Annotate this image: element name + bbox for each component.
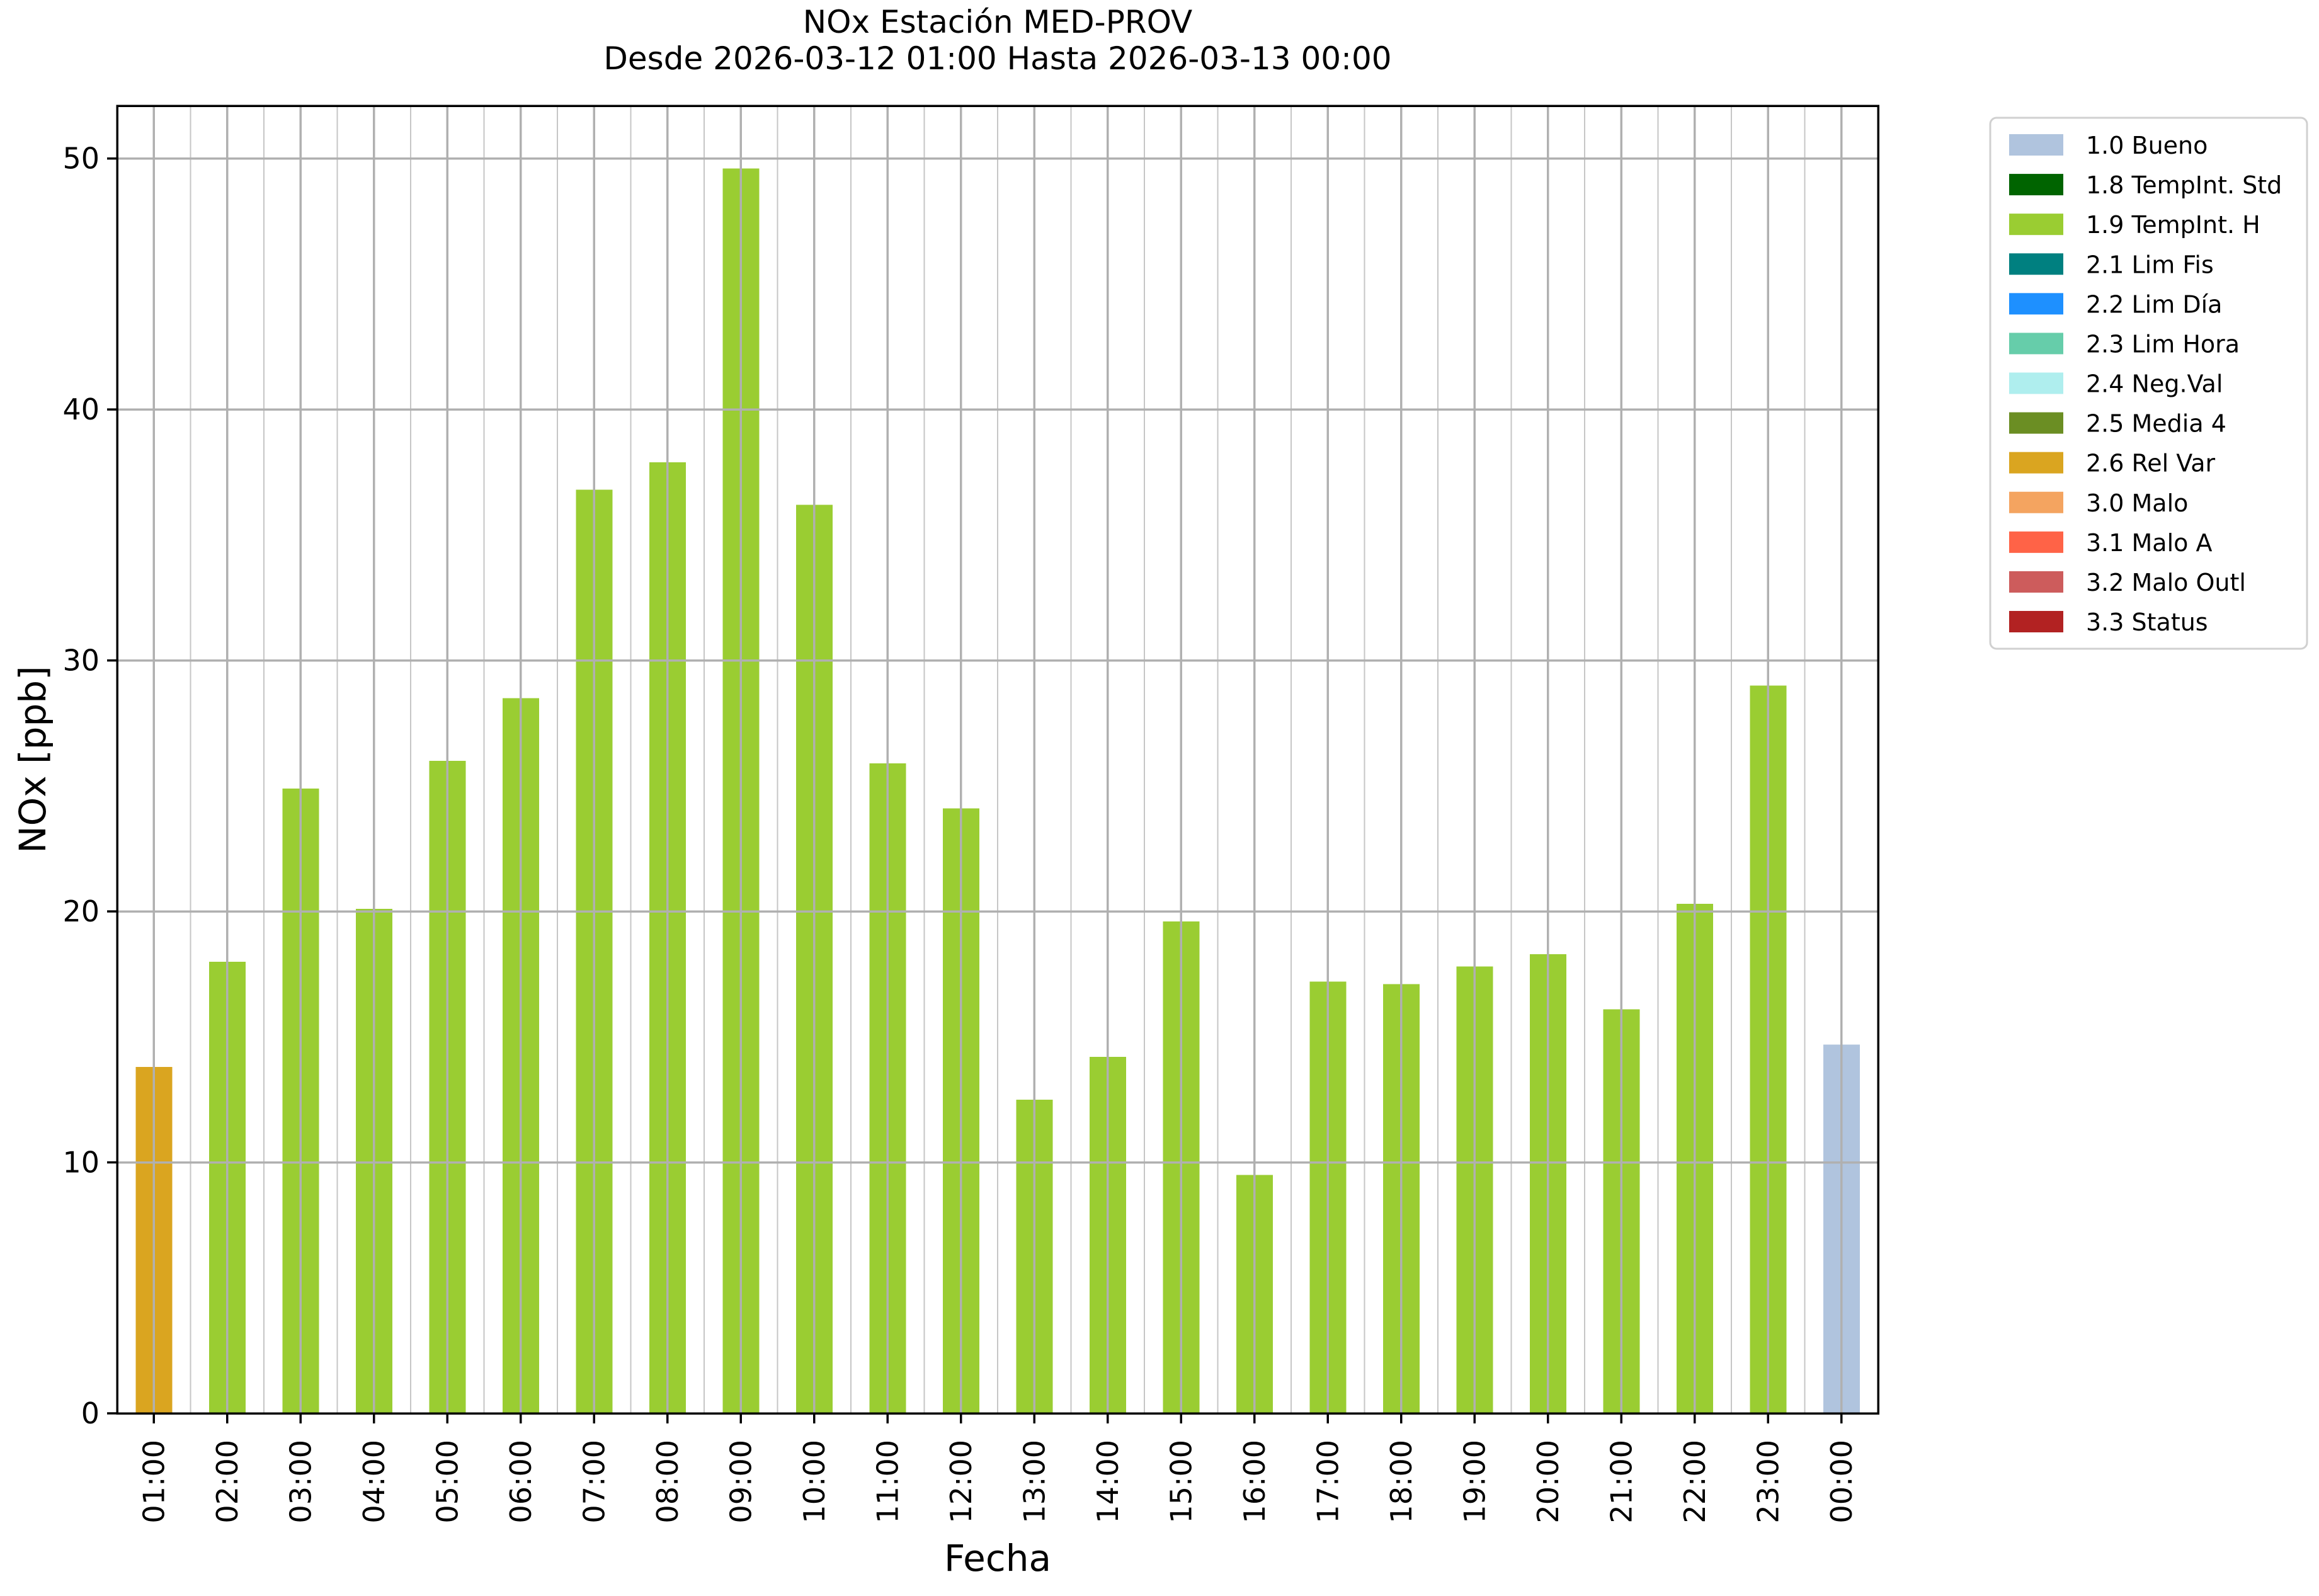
x-tick-label-08:00: 08:00 — [651, 1440, 685, 1524]
x-tick-label-10:00: 10:00 — [797, 1440, 831, 1524]
x-tick-label-15:00: 15:00 — [1164, 1440, 1198, 1524]
legend-label: 2.5 Media 4 — [2086, 410, 2226, 438]
legend-label: 2.4 Neg.Val — [2086, 370, 2223, 398]
x-tick-label-12:00: 12:00 — [944, 1440, 978, 1524]
legend-swatch-2.5 — [2009, 412, 2063, 434]
y-axis-label: NOx [ppb] — [11, 666, 54, 853]
x-tick-label-04:00: 04:00 — [357, 1440, 391, 1524]
x-axis-label: Fecha — [944, 1537, 1051, 1580]
gridlines-group — [117, 106, 1878, 1413]
legend-label: 2.6 Rel Var — [2086, 450, 2216, 477]
x-tick-label-06:00: 06:00 — [504, 1440, 538, 1524]
legend-box — [1989, 117, 2308, 650]
legend-label: 1.8 TempInt. Std — [2086, 171, 2282, 199]
legend-label: 2.3 Lim Hora — [2086, 330, 2240, 358]
legend-swatch-3.0 — [2009, 491, 2063, 513]
legend-item-2.1: 2.1 Lim Fis — [2009, 251, 2214, 278]
legend-swatch-3.1 — [2009, 531, 2063, 553]
legend-label: 3.0 Malo — [2086, 489, 2188, 517]
x-tick-label-18:00: 18:00 — [1384, 1440, 1418, 1524]
legend-swatch-2.4 — [2009, 372, 2063, 394]
legend-swatch-1.9 — [2009, 214, 2063, 236]
legend-label: 3.3 Status — [2086, 608, 2208, 636]
y-tick-label-40: 40 — [62, 392, 100, 426]
legend-item-2.6: 2.6 Rel Var — [2009, 450, 2216, 477]
x-tick-label-02:00: 02:00 — [210, 1440, 244, 1524]
legend-swatch-2.2 — [2009, 293, 2063, 315]
legend-label: 2.1 Lim Fis — [2086, 251, 2214, 278]
x-tick-label-23:00: 23:00 — [1751, 1440, 1785, 1524]
legend-swatch-2.1 — [2009, 253, 2063, 275]
x-tick-label-03:00: 03:00 — [283, 1440, 317, 1524]
x-tick-label-19:00: 19:00 — [1457, 1440, 1491, 1524]
legend-item-3.0: 3.0 Malo — [2009, 489, 2188, 517]
legend-item-2.2: 2.2 Lim Día — [2009, 290, 2222, 318]
legend-item-2.3: 2.3 Lim Hora — [2009, 330, 2240, 358]
legend-label: 1.9 TempInt. H — [2086, 211, 2260, 239]
legend-item-3.3: 3.3 Status — [2009, 608, 2208, 636]
legend-label: 1.0 Bueno — [2086, 132, 2208, 159]
chart-title-line2: Desde 2026-03-12 01:00 Hasta 2026-03-13 … — [603, 40, 1391, 77]
x-tick-label-21:00: 21:00 — [1604, 1440, 1638, 1524]
legend-swatch-3.3 — [2009, 611, 2063, 632]
x-tick-label-01:00: 01:00 — [137, 1440, 171, 1524]
legend-label: 2.2 Lim Día — [2086, 290, 2222, 318]
x-tick-label-11:00: 11:00 — [870, 1440, 904, 1524]
y-tick-label-10: 10 — [62, 1146, 100, 1180]
legend-swatch-1.0 — [2009, 134, 2063, 156]
x-tick-label-00:00: 00:00 — [1825, 1440, 1859, 1524]
y-tick-label-30: 30 — [62, 644, 100, 678]
legend-item-2.4: 2.4 Neg.Val — [2009, 370, 2223, 398]
legend: 1.0 Bueno 1.8 TempInt. Std 1.9 TempInt. H 2… — [1989, 117, 2308, 650]
x-tick-label-07:00: 07:00 — [577, 1440, 611, 1524]
legend-item-2.5: 2.5 Media 4 — [2009, 410, 2226, 438]
x-tick-label-09:00: 09:00 — [724, 1440, 758, 1524]
legend-item-1.8: 1.8 TempInt. Std — [2009, 171, 2282, 199]
legend-label: 3.2 Malo Outl — [2086, 569, 2246, 596]
x-tick-label-22:00: 22:00 — [1678, 1440, 1712, 1524]
y-tick-label-50: 50 — [62, 142, 100, 176]
legend-label: 3.1 Malo A — [2086, 529, 2212, 557]
x-tick-label-05:00: 05:00 — [430, 1440, 464, 1524]
chart-title-line1: NOx Estación MED-PROV — [803, 4, 1193, 40]
legend-swatch-2.6 — [2009, 452, 2063, 474]
x-axis-group: 01:00 02:00 03:00 04:00 05:00 06:00 07:00 08:00… — [137, 1413, 1859, 1524]
plot-border — [116, 105, 1879, 1415]
y-axis-group: 0 10 20 30 40 50 — [62, 142, 117, 1430]
x-tick-label-20:00: 20:00 — [1531, 1440, 1565, 1524]
legend-swatch-3.2 — [2009, 571, 2063, 593]
y-tick-label-20: 20 — [62, 894, 100, 928]
legend-item-1.0: 1.0 Bueno — [2009, 132, 2208, 159]
y-tick-label-0: 0 — [81, 1396, 100, 1430]
legend-swatch-1.8 — [2009, 174, 2063, 196]
legend-item-3.2: 3.2 Malo Outl — [2009, 569, 2246, 596]
x-tick-label-13:00: 13:00 — [1017, 1440, 1051, 1524]
x-tick-label-14:00: 14:00 — [1091, 1440, 1125, 1524]
x-tick-label-16:00: 16:00 — [1238, 1440, 1272, 1524]
legend-item-1.9: 1.9 TempInt. H — [2009, 211, 2260, 239]
x-tick-label-17:00: 17:00 — [1311, 1440, 1345, 1524]
legend-item-3.1: 3.1 Malo A — [2009, 529, 2212, 557]
legend-swatch-2.3 — [2009, 333, 2063, 355]
